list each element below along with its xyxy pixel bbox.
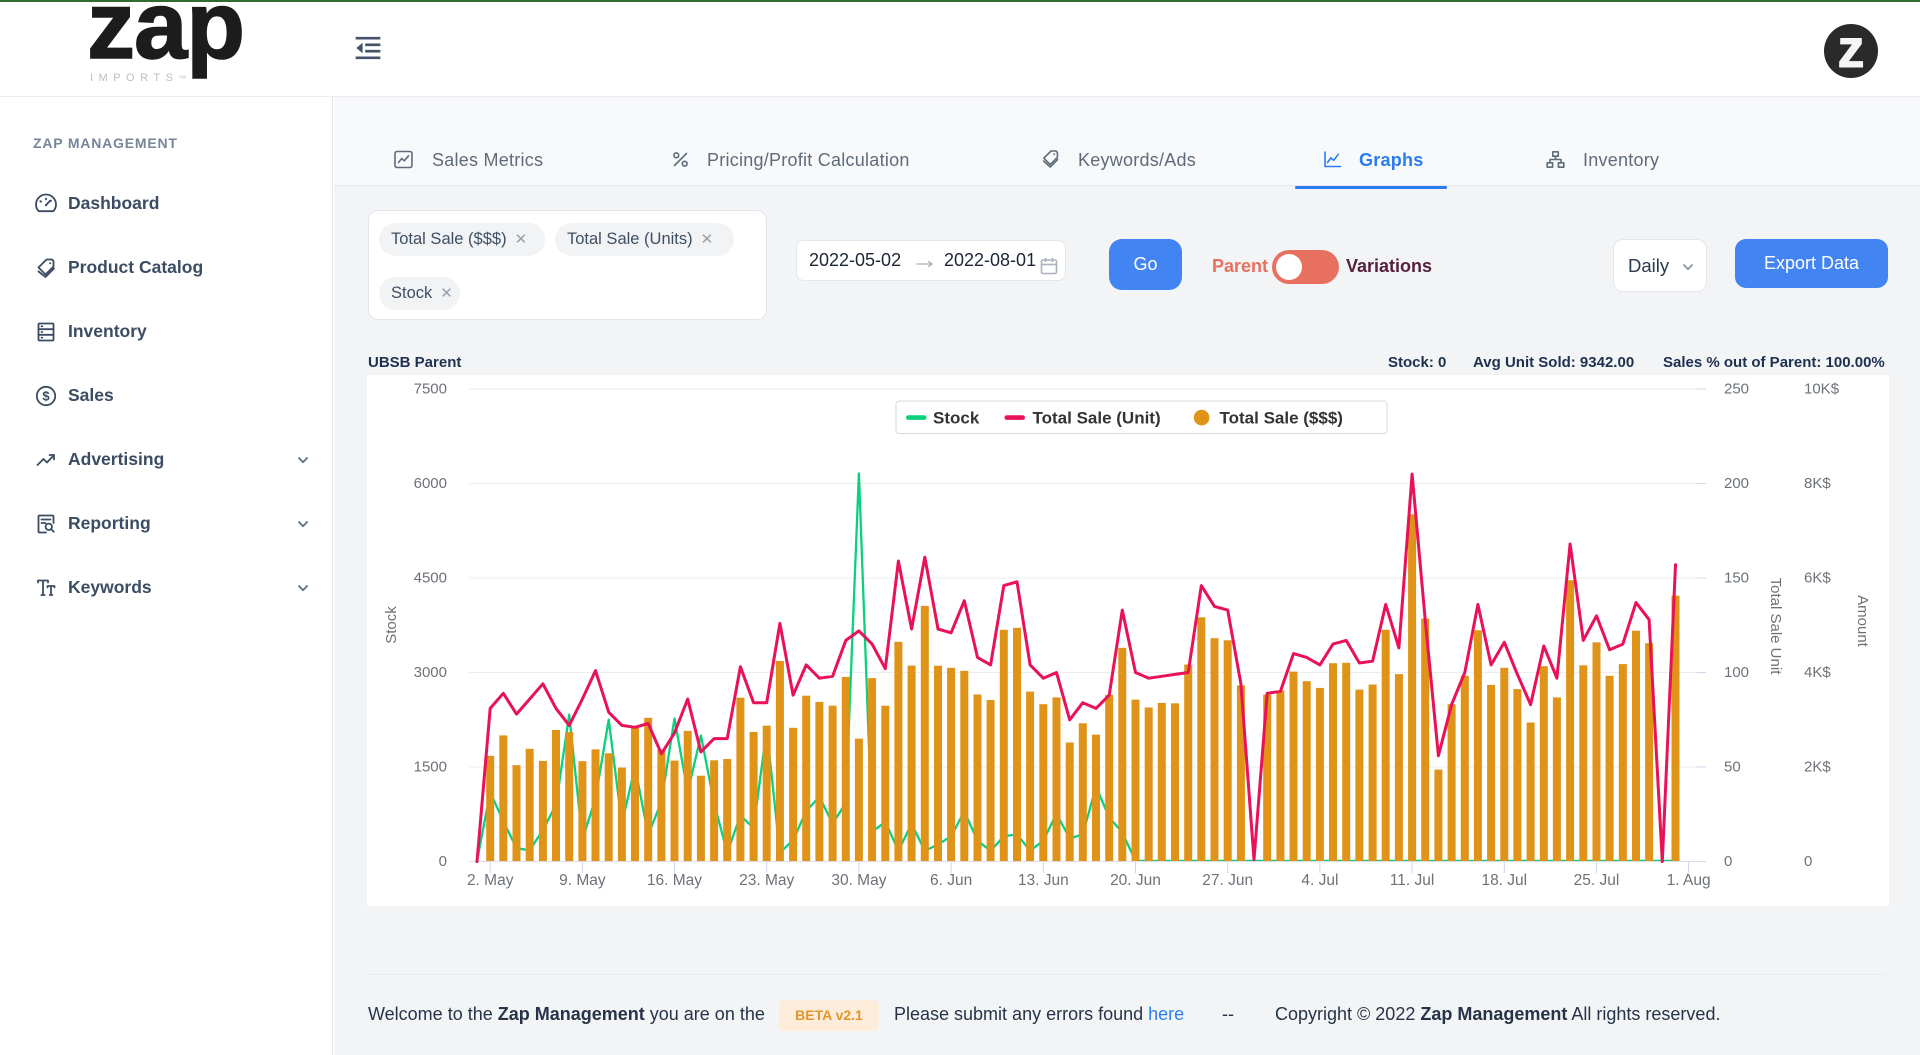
svg-text:1500: 1500 xyxy=(414,759,447,776)
svg-text:0: 0 xyxy=(1804,853,1812,870)
svg-text:23. May: 23. May xyxy=(739,872,794,889)
svg-text:11. Jul: 11. Jul xyxy=(1390,872,1435,889)
svg-text:Amount: Amount xyxy=(1854,595,1871,648)
svg-text:150: 150 xyxy=(1724,570,1749,587)
svg-text:250: 250 xyxy=(1724,381,1749,398)
svg-text:2. May: 2. May xyxy=(467,872,514,889)
svg-text:27. Jun: 27. Jun xyxy=(1202,872,1253,889)
svg-text:Total Sale Unit: Total Sale Unit xyxy=(1767,578,1784,676)
svg-text:100: 100 xyxy=(1724,664,1749,681)
svg-text:16. May: 16. May xyxy=(647,872,702,889)
svg-text:2K$: 2K$ xyxy=(1804,759,1831,776)
svg-text:6000: 6000 xyxy=(414,475,447,492)
svg-text:50: 50 xyxy=(1724,759,1741,776)
svg-text:9. May: 9. May xyxy=(559,872,606,889)
svg-text:Stock: Stock xyxy=(383,606,400,644)
svg-text:13. Jun: 13. Jun xyxy=(1018,872,1069,889)
svg-text:30. May: 30. May xyxy=(831,872,886,889)
svg-text:4K$: 4K$ xyxy=(1804,664,1831,681)
svg-text:0: 0 xyxy=(1724,853,1732,870)
svg-text:20. Jun: 20. Jun xyxy=(1110,872,1161,889)
svg-text:Total Sale ($$$): Total Sale ($$$) xyxy=(1220,409,1343,428)
svg-text:Stock: Stock xyxy=(933,409,980,428)
svg-text:6K$: 6K$ xyxy=(1804,570,1831,587)
svg-text:4. Jul: 4. Jul xyxy=(1301,872,1338,889)
svg-text:1. Aug: 1. Aug xyxy=(1667,872,1711,889)
svg-text:6. Jun: 6. Jun xyxy=(930,872,972,889)
svg-text:4500: 4500 xyxy=(414,570,447,587)
svg-text:7500: 7500 xyxy=(414,381,447,398)
svg-text:Total Sale (Unit): Total Sale (Unit) xyxy=(1033,409,1161,428)
svg-text:0: 0 xyxy=(439,853,447,870)
svg-text:3000: 3000 xyxy=(414,664,447,681)
svg-text:18. Jul: 18. Jul xyxy=(1481,872,1527,889)
svg-text:8K$: 8K$ xyxy=(1804,475,1831,492)
svg-text:200: 200 xyxy=(1724,475,1749,492)
svg-text:25. Jul: 25. Jul xyxy=(1574,872,1620,889)
svg-text:$: $ xyxy=(42,388,50,403)
svg-text:10K$: 10K$ xyxy=(1804,381,1840,398)
